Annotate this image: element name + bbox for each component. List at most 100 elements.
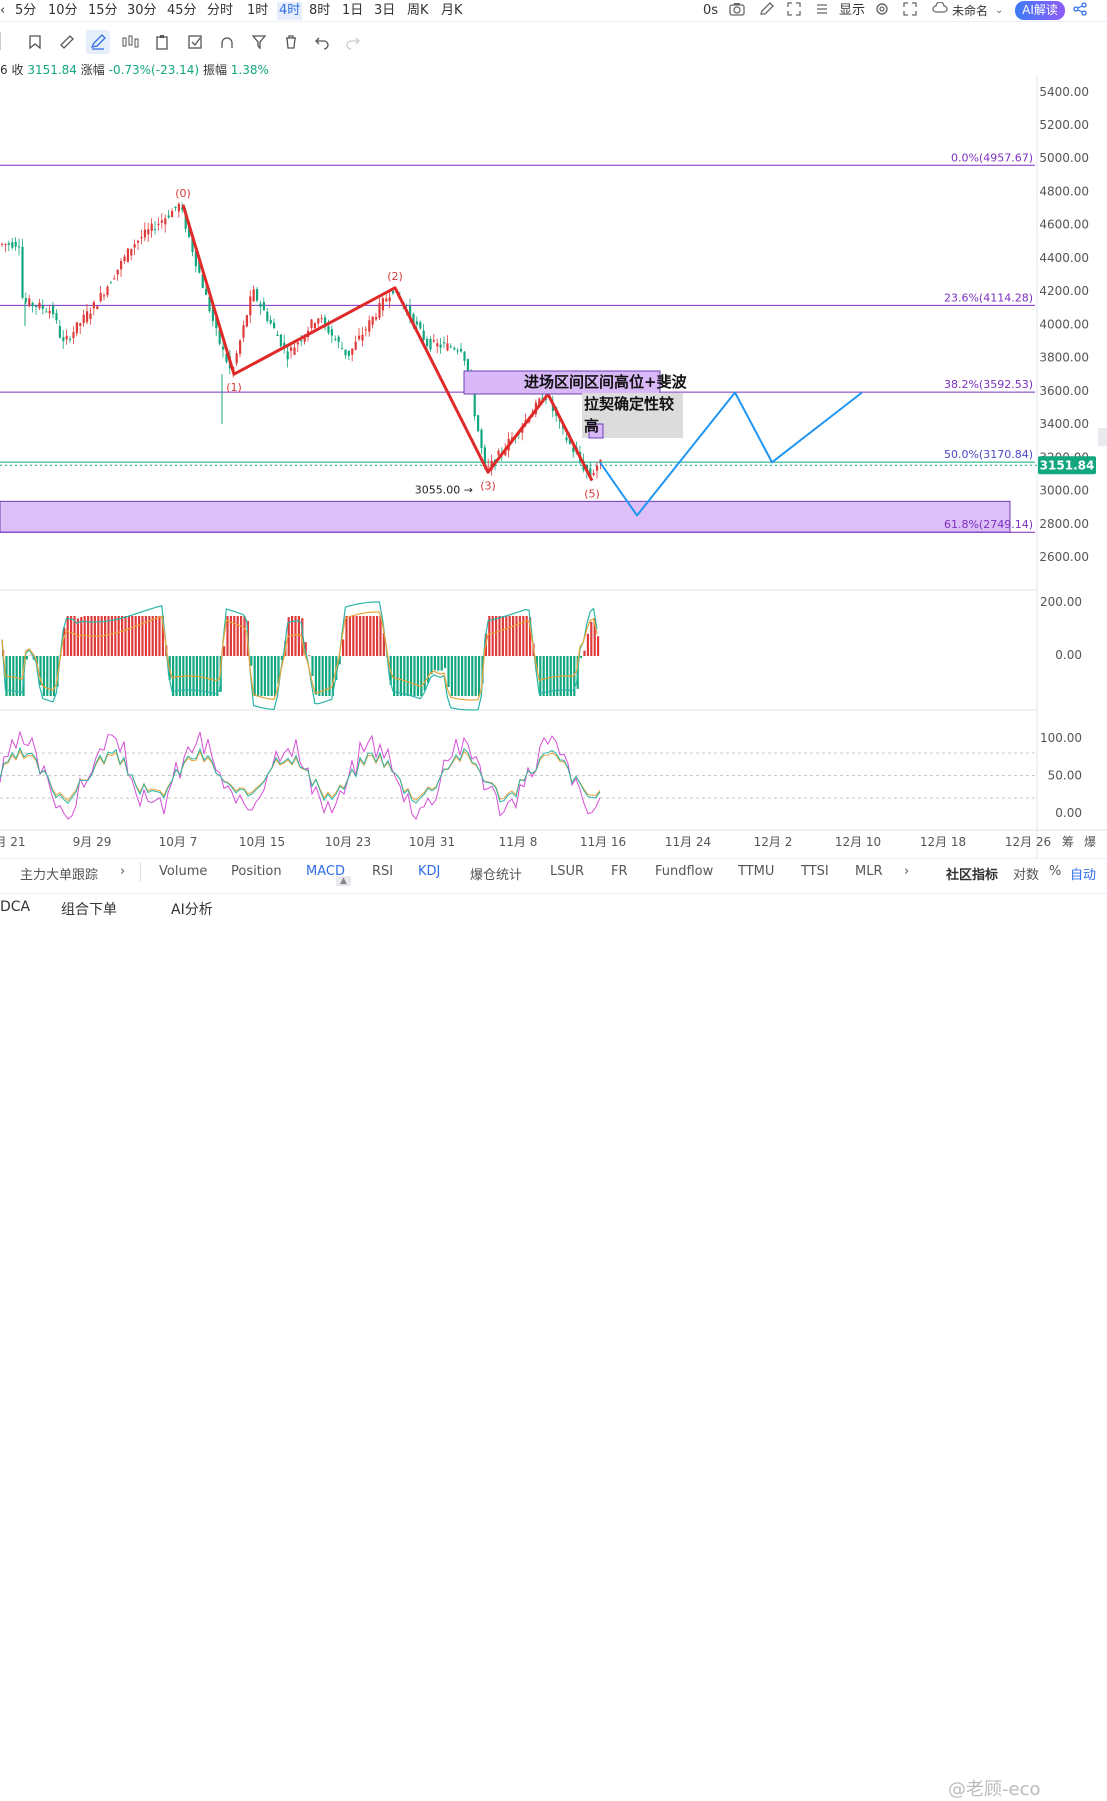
- candle-body: [372, 317, 374, 325]
- indicator-tab-6[interactable]: KDJ: [418, 864, 440, 879]
- indicator-tab-5[interactable]: RSI: [372, 864, 393, 879]
- macd-histogram-bar: [274, 656, 276, 696]
- macd-histogram-bar: [403, 656, 405, 696]
- magnet-icon[interactable]: [215, 30, 239, 54]
- indicator-tab-12[interactable]: TTSI: [801, 864, 829, 879]
- timeframe-月K[interactable]: 月K: [441, 2, 463, 20]
- timeframe-45分[interactable]: 45分: [167, 2, 197, 20]
- share-icon[interactable]: [1072, 2, 1088, 20]
- macd-histogram-bar: [441, 656, 443, 671]
- brush-icon[interactable]: [86, 30, 110, 54]
- timeframe-1时[interactable]: 1时: [247, 2, 268, 20]
- gear-icon[interactable]: [875, 2, 889, 20]
- footer-tab-2[interactable]: 组合下单: [61, 899, 117, 919]
- indicator-tab-16[interactable]: %: [1049, 864, 1061, 879]
- ruler-icon[interactable]: [55, 30, 79, 54]
- candle-body: [480, 430, 482, 448]
- macd-histogram-bar: [80, 617, 82, 656]
- timeframe-分时[interactable]: 分时: [207, 2, 233, 20]
- footer-tab-1[interactable]: DCA: [0, 899, 30, 915]
- candle-body: [110, 282, 112, 283]
- list-icon[interactable]: [815, 2, 829, 20]
- candle-body: [429, 339, 431, 350]
- candle-body: [42, 306, 44, 309]
- pencil-icon[interactable]: [759, 2, 775, 20]
- indicator-tab-1[interactable]: 主力大单跟踪: [20, 864, 98, 883]
- candle-body: [375, 317, 377, 319]
- indicator-tab-10[interactable]: Fundflow: [655, 864, 713, 879]
- clipboard-icon[interactable]: [150, 30, 174, 54]
- price-chart[interactable]: 0.0%(4957.67)23.6%(4114.28)38.2%(3592.53…: [0, 75, 1107, 858]
- candle-body: [4, 244, 6, 245]
- indicator-tab-14[interactable]: 社区指标: [946, 864, 998, 883]
- candle-body: [565, 437, 567, 440]
- candle-body: [113, 278, 115, 279]
- undo-icon[interactable]: [310, 30, 334, 54]
- layout-name[interactable]: 未命名: [952, 2, 988, 20]
- candle-body: [69, 339, 71, 340]
- indicator-tab-9[interactable]: FR: [611, 864, 628, 879]
- macd-histogram-bar: [369, 616, 371, 656]
- candle-body: [222, 347, 224, 350]
- macd-histogram-bar: [216, 656, 218, 696]
- chevron-left-icon[interactable]: ‹: [0, 2, 5, 20]
- candles-icon[interactable]: [118, 30, 142, 54]
- candle-body: [168, 215, 170, 217]
- display-button[interactable]: 显示: [839, 2, 865, 20]
- timeframe-15分[interactable]: 15分: [88, 2, 118, 20]
- note-icon[interactable]: [183, 30, 207, 54]
- expand-icon[interactable]: [903, 2, 917, 20]
- y-tick-label: 3400.00: [1039, 417, 1089, 431]
- timeframe-3日[interactable]: 3日: [374, 2, 395, 20]
- indicator-tab-8[interactable]: LSUR: [550, 864, 584, 879]
- bookmark-icon[interactable]: [23, 30, 47, 54]
- macd-histogram-bar: [257, 656, 259, 696]
- macd-histogram-bar: [107, 616, 109, 656]
- indicator-tab-11[interactable]: TTMU: [738, 864, 774, 879]
- macd-histogram-bar: [250, 656, 252, 666]
- timeframe-1日[interactable]: 1日: [342, 2, 363, 20]
- indicator-tab-15[interactable]: 对数: [1013, 864, 1039, 883]
- fullscreen-chart-icon[interactable]: [787, 2, 801, 20]
- footer-tab-3[interactable]: AI分析: [171, 899, 213, 919]
- chevron-right-icon[interactable]: ›: [904, 864, 909, 879]
- candle-body: [293, 348, 295, 355]
- candle-body: [127, 249, 129, 263]
- indicator-tab-3[interactable]: Position: [231, 864, 282, 879]
- timeframe-10分[interactable]: 10分: [48, 2, 78, 20]
- macd-histogram-bar: [349, 616, 351, 656]
- timeframe-30分[interactable]: 30分: [127, 2, 157, 20]
- candle-body: [259, 304, 261, 307]
- filter-icon[interactable]: [247, 30, 271, 54]
- timeframe-周K[interactable]: 周K: [407, 2, 429, 20]
- indicator-tab-2[interactable]: Volume: [159, 864, 207, 879]
- macd-histogram-bar: [526, 616, 528, 656]
- x-tick-label: 10月 15: [239, 835, 285, 849]
- timeframe-8时[interactable]: 8时: [309, 2, 330, 20]
- candle-body: [8, 243, 10, 245]
- macd-histogram-bar: [124, 616, 126, 656]
- camera-icon[interactable]: [729, 2, 745, 20]
- candle-body: [93, 302, 95, 308]
- candle-body: [49, 311, 51, 314]
- candle-body: [321, 318, 323, 319]
- candle-body: [62, 337, 64, 341]
- timeframe-5分[interactable]: 5分: [15, 2, 36, 20]
- macd-histogram-bar: [362, 616, 364, 656]
- collapse-handle[interactable]: ▲: [336, 876, 351, 886]
- candle-body: [89, 313, 91, 318]
- macd-histogram-bar: [152, 616, 154, 656]
- candle-body: [59, 326, 61, 338]
- candle-body: [164, 218, 166, 224]
- trash-icon[interactable]: [279, 30, 303, 54]
- ai-interpret-button[interactable]: AI解读: [1015, 1, 1065, 20]
- indicator-tab-13[interactable]: MLR: [855, 864, 883, 879]
- candle-body: [593, 473, 595, 475]
- indicator-tab-7[interactable]: 爆仓统计: [470, 864, 522, 883]
- chevron-down-icon[interactable]: ⌄: [995, 2, 1003, 20]
- indicator-tab-17[interactable]: 自动: [1070, 864, 1096, 883]
- chevron-right-icon[interactable]: ›: [120, 864, 125, 879]
- wave-label: (2): [387, 270, 403, 283]
- timeframe-4时[interactable]: 4时: [277, 2, 302, 20]
- candle-body: [280, 335, 282, 346]
